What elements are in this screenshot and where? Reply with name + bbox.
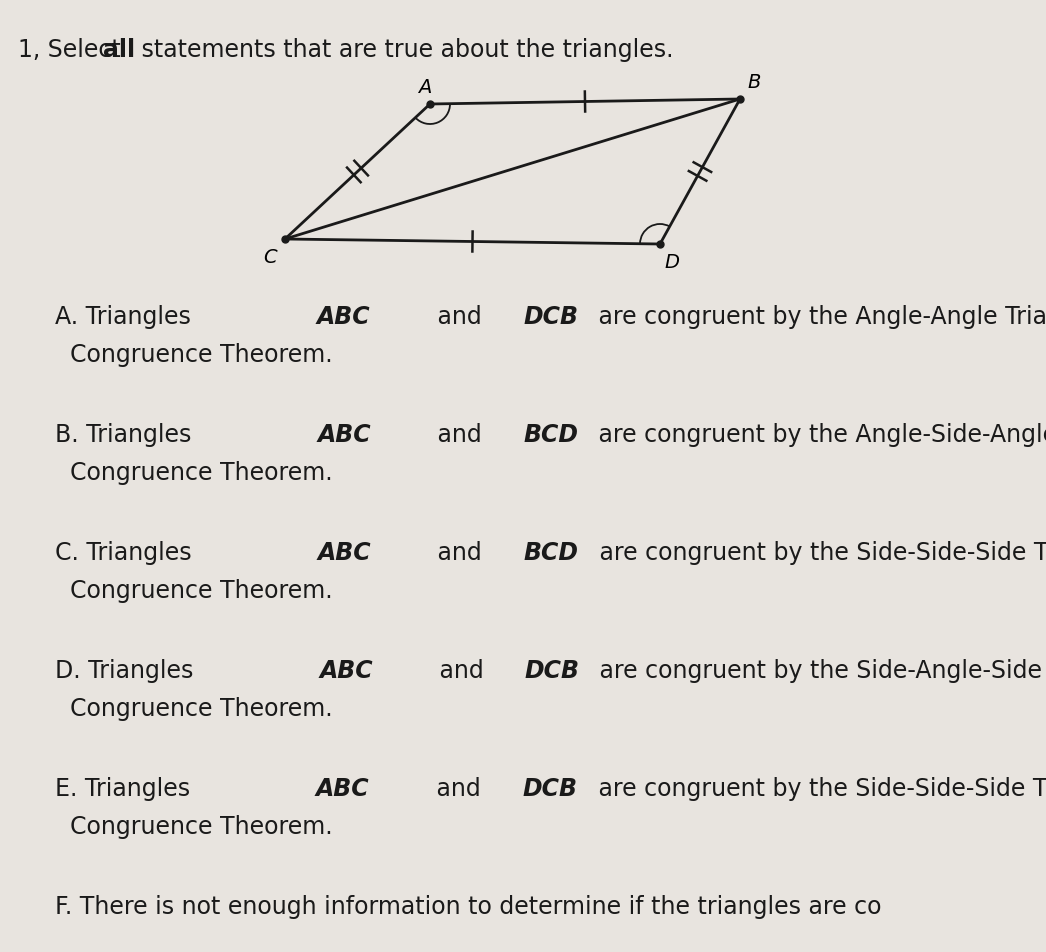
- Text: F. There is not enough information to determine if the triangles are co: F. There is not enough information to de…: [55, 894, 882, 918]
- Text: D: D: [664, 252, 680, 271]
- Text: DCB: DCB: [523, 776, 577, 801]
- Text: all: all: [103, 38, 135, 62]
- Text: DCB: DCB: [523, 305, 578, 328]
- Text: DCB: DCB: [525, 659, 579, 683]
- Text: C: C: [264, 248, 277, 267]
- Text: 1, Select: 1, Select: [18, 38, 129, 62]
- Text: A. Triangles: A. Triangles: [55, 305, 199, 328]
- Text: are congruent by the Angle-Side-Angle Triangle: are congruent by the Angle-Side-Angle Tr…: [591, 423, 1046, 446]
- Text: Congruence Theorem.: Congruence Theorem.: [70, 579, 333, 603]
- Text: and: and: [430, 423, 490, 446]
- Text: C. Triangles: C. Triangles: [55, 541, 199, 565]
- Text: B: B: [747, 73, 760, 92]
- Text: are congruent by the Side-Angle-Side Triangl: are congruent by the Side-Angle-Side Tri…: [592, 659, 1046, 683]
- Text: and: and: [431, 541, 490, 565]
- Text: Congruence Theorem.: Congruence Theorem.: [70, 343, 333, 367]
- Text: ABC: ABC: [319, 659, 372, 683]
- Text: BCD: BCD: [523, 423, 578, 446]
- Text: are congruent by the Angle-Angle Triangle: are congruent by the Angle-Angle Triangl…: [591, 305, 1046, 328]
- Text: ABC: ABC: [317, 423, 371, 446]
- Text: B. Triangles: B. Triangles: [55, 423, 199, 446]
- Text: E. Triangles: E. Triangles: [55, 776, 198, 801]
- Text: ABC: ABC: [317, 305, 370, 328]
- Text: A: A: [418, 78, 432, 97]
- Text: BCD: BCD: [524, 541, 578, 565]
- Text: Congruence Theorem.: Congruence Theorem.: [70, 814, 333, 838]
- Text: and: and: [429, 776, 488, 801]
- Text: statements that are true about the triangles.: statements that are true about the trian…: [134, 38, 674, 62]
- Text: are congruent by the Side-Side-Side Triangl: are congruent by the Side-Side-Side Tria…: [591, 776, 1046, 801]
- Text: Congruence Theorem.: Congruence Theorem.: [70, 696, 333, 721]
- Text: ABC: ABC: [318, 541, 371, 565]
- Text: ABC: ABC: [316, 776, 369, 801]
- Text: and: and: [432, 659, 491, 683]
- Text: Congruence Theorem.: Congruence Theorem.: [70, 461, 333, 485]
- Text: D. Triangles: D. Triangles: [55, 659, 201, 683]
- Text: are congruent by the Side-Side-Side Triangle: are congruent by the Side-Side-Side Tria…: [592, 541, 1046, 565]
- Text: and: and: [430, 305, 490, 328]
